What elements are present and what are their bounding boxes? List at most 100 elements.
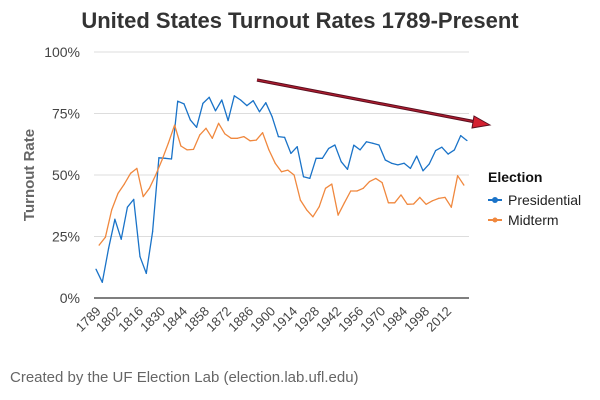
y-tick-label: 75% — [52, 106, 80, 122]
data-point-presidential — [133, 198, 135, 200]
data-point-presidential — [189, 119, 191, 121]
data-point-midterm — [262, 132, 264, 134]
data-point-presidential — [409, 167, 412, 169]
data-point-midterm — [224, 133, 226, 135]
data-point-presidential — [309, 177, 311, 180]
data-point-midterm — [180, 145, 182, 147]
y-axis-label: Turnout Rate — [21, 129, 38, 221]
data-point-midterm — [350, 190, 352, 192]
data-point-presidential — [252, 100, 254, 102]
data-point-presidential — [397, 164, 399, 166]
data-point-midterm — [104, 236, 107, 238]
data-point-presidential — [202, 102, 204, 105]
data-point-presidential — [114, 218, 116, 220]
legend: Election Presidential Midterm — [488, 169, 581, 228]
data-point-presidential — [277, 136, 279, 138]
presidential-marker-icon — [492, 197, 498, 203]
data-point-midterm — [287, 169, 289, 171]
data-point-midterm — [293, 174, 295, 176]
data-point-presidential — [227, 120, 229, 122]
data-point-midterm — [174, 124, 176, 126]
data-point-midterm — [268, 149, 270, 151]
data-point-midterm — [312, 216, 314, 218]
data-point-presidential — [422, 170, 424, 172]
data-point-midterm — [211, 137, 213, 139]
data-point-midterm — [324, 187, 327, 189]
data-point-midterm — [255, 139, 257, 141]
data-point-midterm — [419, 196, 421, 198]
data-point-midterm — [161, 159, 163, 161]
data-point-presidential — [441, 146, 443, 148]
data-point-presidential — [240, 99, 242, 101]
series-line-presidential — [95, 95, 468, 283]
data-point-midterm — [111, 209, 113, 211]
data-point-midterm — [280, 171, 283, 173]
data-point-midterm — [148, 187, 151, 189]
data-point-midterm — [400, 194, 402, 196]
data-point-presidential — [328, 147, 330, 150]
data-point-presidential — [365, 141, 367, 143]
data-point-midterm — [205, 127, 207, 129]
midterm-marker-icon — [492, 217, 498, 223]
series-lines — [95, 95, 468, 283]
data-point-midterm — [425, 203, 427, 205]
data-point-presidential — [164, 157, 166, 159]
data-point-presidential — [416, 155, 418, 157]
legend-item-presidential[interactable]: Presidential — [488, 192, 581, 208]
series-line-midterm — [98, 122, 465, 246]
y-axis-ticks: 0% 25% 50% 75% 100% — [44, 44, 80, 306]
data-point-presidential — [453, 149, 456, 151]
y-tick-label: 50% — [52, 167, 80, 183]
arrowhead-icon — [471, 115, 492, 129]
data-point-midterm — [192, 148, 195, 151]
y-tick-label: 25% — [52, 229, 80, 245]
data-point-midterm — [456, 175, 459, 177]
data-point-presidential — [466, 139, 468, 142]
data-point-midterm — [331, 183, 333, 185]
data-point-midterm — [129, 172, 132, 174]
data-point-presidential — [95, 268, 97, 270]
data-point-presidential — [139, 256, 141, 258]
data-point-midterm — [136, 167, 138, 169]
data-point-presidential — [315, 157, 317, 159]
data-point-midterm — [450, 206, 452, 208]
data-point-midterm — [343, 202, 345, 204]
data-point-presidential — [258, 111, 261, 113]
trend-arrow-shaft-highlight — [256, 79, 477, 123]
data-point-presidential — [170, 158, 173, 160]
data-point-midterm — [306, 209, 308, 211]
data-point-midterm — [243, 136, 245, 138]
data-point-presidential — [214, 110, 217, 112]
data-point-midterm — [318, 206, 320, 208]
data-point-presidential — [177, 100, 179, 102]
data-point-midterm — [249, 140, 251, 142]
data-point-presidential — [403, 162, 405, 164]
data-point-presidential — [233, 95, 235, 97]
data-point-midterm — [412, 203, 415, 205]
data-point-presidential — [334, 144, 336, 146]
data-point-presidential — [434, 150, 437, 152]
footer-credit: Created by the UF Election Lab (election… — [10, 369, 359, 386]
data-point-midterm — [155, 174, 157, 176]
legend-label-midterm: Midterm — [508, 212, 559, 228]
data-point-midterm — [230, 137, 232, 139]
data-point-midterm — [299, 199, 301, 201]
data-point-midterm — [337, 214, 339, 216]
data-point-midterm — [142, 196, 144, 198]
trend-arrow — [256, 78, 492, 129]
data-point-presidential — [447, 153, 449, 155]
data-point-midterm — [117, 192, 119, 195]
gridlines — [94, 51, 469, 299]
y-tick-label: 0% — [60, 290, 80, 306]
data-point-presidential — [302, 176, 305, 178]
data-point-presidential — [428, 163, 430, 165]
data-point-presidential — [384, 159, 386, 161]
x-axis-ticks: 1789180218161830184418581872188619001914… — [73, 304, 455, 335]
legend-item-midterm[interactable]: Midterm — [488, 212, 559, 228]
y-tick-label: 100% — [44, 44, 80, 60]
data-point-presidential — [340, 161, 342, 163]
data-point-presidential — [296, 146, 298, 148]
data-point-presidential — [378, 144, 380, 146]
legend-title: Election — [488, 169, 542, 185]
